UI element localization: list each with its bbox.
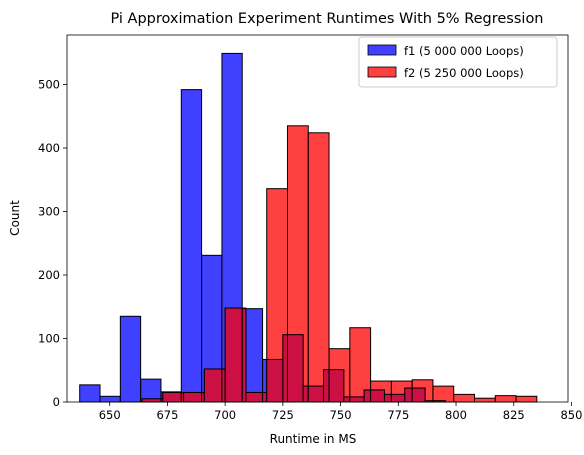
bar-overlap-23 [383,393,392,403]
y-tick-label-300: 300 [38,205,60,219]
bar-overlap-14 [286,334,304,403]
bar-overlap-6 [203,368,223,403]
bar-overlap-17 [323,369,330,403]
legend: f1 (5 000 000 Loops) f2 (5 250 000 Loops… [358,36,558,88]
legend-label-f1: f1 (5 000 000 Loops) [404,44,524,58]
bar-overlap-10 [245,391,264,403]
bar-overlap-16 [307,385,325,403]
x-tick-label-750: 750 [330,408,352,422]
plot-area-frame [66,34,569,403]
y-tick-label-500: 500 [38,78,60,92]
x-tick-label-850: 850 [560,408,582,422]
bar-f2-14 [432,385,455,403]
bar-overlap-18 [328,369,345,403]
x-tick-label-725: 725 [272,408,294,422]
y-tick-label-200: 200 [38,268,60,282]
legend-swatch-f2 [367,66,397,78]
chart-title: Pi Approximation Experiment Runtimes Wit… [110,11,543,27]
y-axis-label: Count [8,200,22,236]
y-tick-label-100: 100 [38,332,60,346]
bar-f2-16 [473,397,496,403]
x-tick-label-775: 775 [387,408,409,422]
legend-label-f2: f2 (5 250 000 Loops) [404,66,524,80]
bar-overlap-21 [363,389,372,403]
bar-f1-2 [119,315,142,403]
x-tick-label-675: 675 [156,408,178,422]
bar-f2-18 [515,395,538,403]
bar-f2-17 [494,395,517,403]
bar-f2-8 [307,132,330,403]
bar-overlap-20 [349,396,365,403]
bar-overlap-26 [411,387,426,403]
bar-overlap-22 [370,389,385,403]
x-tick-label-800: 800 [445,408,467,422]
bar-overlap-13 [282,334,288,403]
bar-f1-0 [79,384,101,403]
x-tick-label-650: 650 [99,408,121,422]
y-tick-label-0: 0 [53,395,60,409]
bar-overlap-11 [262,391,268,403]
bar-f1-5 [180,89,203,403]
y-axis-ticks: 0 100 200 300 400 500 [38,78,67,409]
x-tick-label-700: 700 [214,408,236,422]
bar-overlap-4 [183,391,203,403]
legend-swatch-f1 [367,44,397,56]
x-axis-label: Runtime in MS [270,432,357,446]
series-f1-bars [79,52,446,403]
bar-overlap-12 [266,358,284,403]
bar-overlap-9 [241,308,247,403]
legend-box [358,36,558,88]
bar-overlap-2 [162,391,182,403]
bar-overlap-15 [302,385,309,403]
x-axis-ticks: 650 675 700 725 750 775 800 825 850 [99,402,582,422]
bar-f2-15 [453,393,475,403]
bar-overlap-0 [141,398,162,403]
bar-f1-1 [99,395,121,403]
bar-overlap-25 [404,387,413,403]
y-tick-label-400: 400 [38,141,60,155]
bar-overlap-19 [343,396,351,403]
bar-overlap-8 [224,307,243,403]
x-tick-label-825: 825 [503,408,525,422]
bar-overlap-24 [390,393,406,403]
